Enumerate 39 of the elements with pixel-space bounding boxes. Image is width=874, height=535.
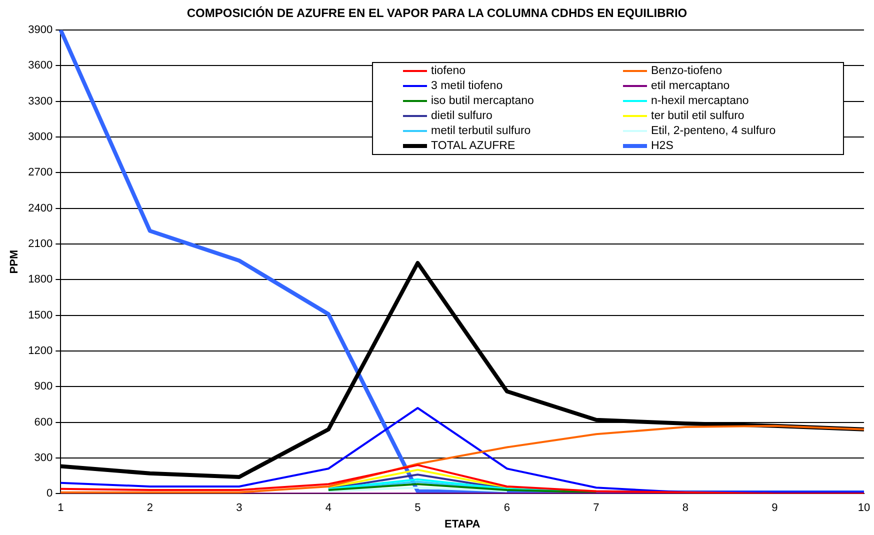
legend-label: Benzo-tiofeno xyxy=(651,65,722,77)
x-tick-label: 3 xyxy=(236,502,242,514)
y-tick-label: 300 xyxy=(34,452,53,464)
x-tick-label: 1 xyxy=(58,502,64,514)
legend-label: 3 metil tiofeno xyxy=(431,80,503,92)
x-axis-title: ETAPA xyxy=(444,518,480,530)
y-tick-label: 3300 xyxy=(28,95,53,108)
legend-label: dietil sulfuro xyxy=(431,110,492,122)
legend-label: tiofeno xyxy=(431,65,466,77)
y-tick-label: 900 xyxy=(34,380,53,393)
legend-label: TOTAL AZUFRE xyxy=(431,140,516,152)
legend-label: n-hexil mercaptano xyxy=(651,95,749,107)
x-tick-label: 6 xyxy=(504,502,510,514)
y-tick-label: 0 xyxy=(46,488,53,500)
x-tick-label: 5 xyxy=(414,502,421,514)
y-tick-label: 2100 xyxy=(28,238,53,250)
y-tick-label: 3000 xyxy=(28,131,53,144)
y-tick-label: 1800 xyxy=(28,274,53,286)
x-tick-label: 10 xyxy=(858,502,870,514)
y-tick-label: 1200 xyxy=(28,344,53,357)
legend-label: metil terbutil sulfuro xyxy=(431,125,531,137)
legend-label: H2S xyxy=(651,140,674,152)
y-tick-label: 2700 xyxy=(28,166,53,179)
legend-label: etil mercaptano xyxy=(651,80,730,92)
y-tick-label: 600 xyxy=(34,416,53,428)
x-tick-label: 4 xyxy=(325,502,332,514)
x-tick-label: 9 xyxy=(772,502,778,514)
legend-label: ter butil etil sulfuro xyxy=(651,110,744,122)
y-tick-label: 3900 xyxy=(28,24,53,36)
x-tick-label: 2 xyxy=(146,502,153,514)
y-axis-title: PPM xyxy=(8,250,21,274)
y-tick-label: 3600 xyxy=(28,60,53,72)
x-tick-label: 7 xyxy=(593,502,600,514)
legend-label: iso butil mercaptano xyxy=(431,95,534,107)
y-tick-label: 1500 xyxy=(28,309,53,322)
y-tick-label: 2400 xyxy=(28,202,53,214)
legend-label: Etil, 2-penteno, 4 sulfuro xyxy=(651,125,776,137)
x-tick-label: 8 xyxy=(682,502,689,514)
chart-title: COMPOSICIÓN DE AZUFRE EN EL VAPOR PARA LA COLUMNA CDHDS EN EQUILIBRIO xyxy=(186,6,688,20)
